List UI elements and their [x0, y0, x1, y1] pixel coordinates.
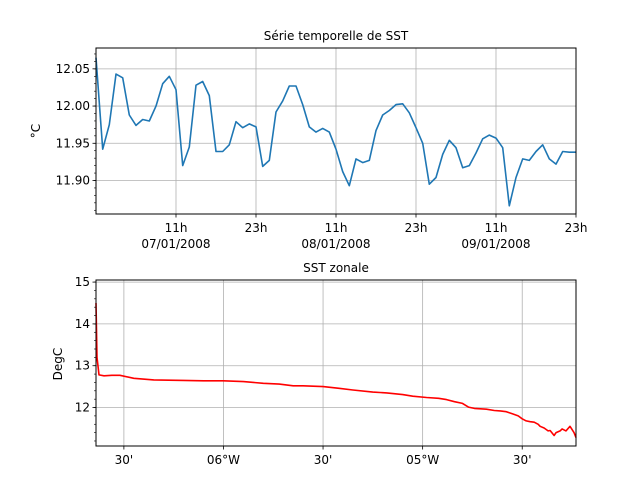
timeseries-xtick-label: 23h [245, 221, 268, 235]
timeseries-xtick-label: 23h [405, 221, 428, 235]
timeseries-grid [96, 48, 576, 214]
timeseries-xtick-date-label: 09/01/2008 [461, 237, 530, 251]
zonal-frame [95, 279, 577, 447]
timeseries-chart: Série temporelle de SST °C 11.90 11.95 12.… [29, 29, 587, 251]
timeseries-xtick-label: 11h [485, 221, 508, 235]
zonal-ytick-label: 12 [75, 401, 90, 415]
timeseries-axes: 11.90 11.95 12.00 12.05 11h 07/01/2008 23h 11h 0… [56, 53, 588, 251]
timeseries-title: Série temporelle de SST [264, 29, 409, 43]
timeseries-ylabel: °C [29, 124, 43, 138]
zonal-xtick-label: 05°W [406, 453, 439, 467]
timeseries-marks [95, 57, 576, 207]
zonal-ylabel: DegC [51, 348, 65, 381]
zonal-ytick-label: 13 [75, 359, 90, 373]
zonal-ytick-label: 14 [75, 317, 90, 331]
zonal-xtick-label: 30' [115, 453, 134, 467]
timeseries-xtick-label: 11h [165, 221, 188, 235]
timeseries-xtick-label: 11h [325, 221, 348, 235]
timeseries-xtick-date-label: 07/01/2008 [141, 237, 210, 251]
zonal-marks [95, 302, 577, 438]
zonal-xtick-label: 30' [314, 453, 333, 467]
timeseries-frame [95, 47, 577, 215]
zonal-xtick-label: 06°W [207, 453, 240, 467]
timeseries-series-line [95, 57, 576, 207]
timeseries-ytick-label: 11.90 [56, 174, 90, 188]
timeseries-xtick-label: 23h [565, 221, 588, 235]
zonal-xtick-label: 30' [513, 453, 532, 467]
timeseries-ytick-label: 11.95 [56, 136, 90, 150]
timeseries-ytick-label: 12.00 [56, 99, 90, 113]
zonal-title: SST zonale [303, 261, 369, 275]
timeseries-xtick-date-label: 08/01/2008 [301, 237, 370, 251]
timeseries-ytick-label: 12.05 [56, 62, 90, 76]
zonal-series-line [95, 302, 577, 438]
zonal-axes: 12 13 14 15 30' 06°W 30' 05°W 30' [75, 275, 532, 467]
zonal-chart: SST zonale DegC 12 13 14 15 30' 06°W 30' 05°W 30… [51, 261, 577, 467]
zonal-ytick-label: 15 [75, 275, 90, 289]
